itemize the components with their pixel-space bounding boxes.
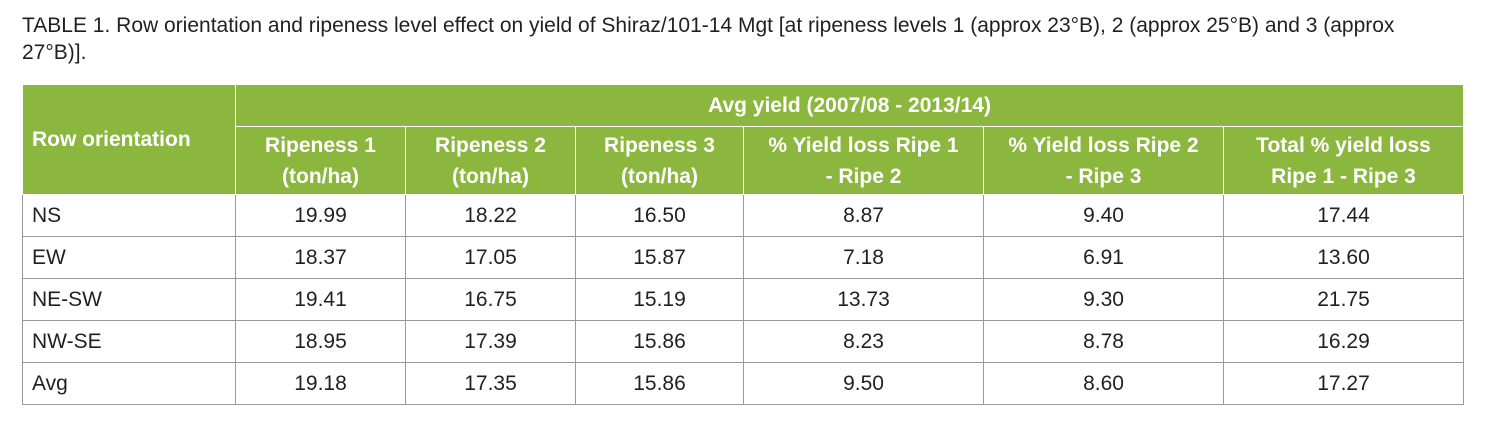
cell-total-yield-loss: 16.29 [1222, 320, 1465, 363]
column-header-line: (ton/ha) [621, 164, 698, 188]
cell-ripeness-2: 17.35 [405, 362, 576, 405]
cell-total-yield-loss: 13.60 [1222, 236, 1465, 279]
table-row-ew: EW 18.37 17.05 15.87 7.18 6.91 13.60 [22, 236, 1465, 279]
yield-table-container: Row orientation Avg yield (2007/08 - 201… [22, 84, 1465, 405]
column-header-line: (ton/ha) [452, 164, 529, 188]
column-header-line: Total % yield loss [1256, 133, 1431, 157]
cell-ripeness-2: 17.05 [405, 236, 576, 279]
row-label: NW-SE [22, 320, 236, 363]
table-row-ns: NS 19.99 18.22 16.50 8.87 9.40 17.44 [22, 194, 1465, 237]
cell-total-yield-loss: 17.27 [1222, 362, 1465, 405]
cell-yield-loss-2-3: 8.78 [983, 320, 1224, 363]
table-row-avg: Avg 19.18 17.35 15.86 9.50 8.60 17.27 [22, 362, 1465, 405]
cell-ripeness-1: 19.41 [235, 278, 406, 321]
column-header-ripeness-3: Ripeness 3 (ton/ha) [575, 126, 744, 195]
column-header-line: % Yield loss Ripe 1 [768, 133, 959, 157]
table-row-nw-se: NW-SE 18.95 17.39 15.86 8.23 8.78 16.29 [22, 320, 1465, 363]
cell-ripeness-3: 15.87 [575, 236, 744, 279]
column-header-line: - Ripe 3 [1065, 164, 1142, 188]
row-label: Avg [22, 362, 236, 405]
cell-ripeness-1: 18.95 [235, 320, 406, 363]
column-header-line: % Yield loss Ripe 2 [1008, 133, 1199, 157]
column-header-line: Ripeness 1 [265, 133, 376, 157]
row-orientation-header: Row orientation [22, 84, 236, 195]
table-caption: TABLE 1. Row orientation and ripeness le… [22, 14, 1395, 64]
cell-ripeness-3: 15.86 [575, 362, 744, 405]
cell-ripeness-2: 16.75 [405, 278, 576, 321]
header-row-columns: Ripeness 1 (ton/ha) Ripeness 2 (ton/ha) … [23, 126, 1465, 195]
yield-table: Row orientation Avg yield (2007/08 - 201… [22, 84, 1465, 405]
cell-yield-loss-2-3: 9.30 [983, 278, 1224, 321]
row-label: NS [22, 194, 236, 237]
cell-yield-loss-2-3: 6.91 [983, 236, 1224, 279]
column-header-line: Ripe 1 - Ripe 3 [1271, 164, 1416, 188]
column-header-yield-loss-1-2: % Yield loss Ripe 1 - Ripe 2 [743, 126, 984, 195]
row-label: EW [22, 236, 236, 279]
cell-total-yield-loss: 21.75 [1222, 278, 1465, 321]
column-header-ripeness-1: Ripeness 1 (ton/ha) [235, 126, 406, 195]
header-row-group: Row orientation Avg yield (2007/08 - 201… [22, 84, 1465, 195]
cell-total-yield-loss: 17.44 [1222, 194, 1465, 237]
cell-yield-loss-1-2: 7.18 [743, 236, 984, 279]
cell-ripeness-1: 18.37 [235, 236, 406, 279]
column-header-line: - Ripe 2 [825, 164, 902, 188]
cell-ripeness-2: 18.22 [405, 194, 576, 237]
column-header-total-yield-loss: Total % yield loss Ripe 1 - Ripe 3 [1222, 126, 1465, 195]
cell-yield-loss-2-3: 8.60 [983, 362, 1224, 405]
table-body: NS 19.99 18.22 16.50 8.87 9.40 17.44 EW … [22, 194, 1465, 405]
column-header-line: Ripeness 3 [604, 133, 715, 157]
column-header-line: (ton/ha) [282, 164, 359, 188]
table-row-ne-sw: NE-SW 19.41 16.75 15.19 13.73 9.30 21.75 [22, 278, 1465, 321]
cell-ripeness-3: 15.86 [575, 320, 744, 363]
column-header-yield-loss-2-3: % Yield loss Ripe 2 - Ripe 3 [983, 126, 1224, 195]
cell-yield-loss-1-2: 13.73 [743, 278, 984, 321]
cell-ripeness-1: 19.18 [235, 362, 406, 405]
table-header: Row orientation Avg yield (2007/08 - 201… [22, 84, 1465, 195]
cell-ripeness-2: 17.39 [405, 320, 576, 363]
cell-yield-loss-1-2: 8.87 [743, 194, 984, 237]
column-header-line: Ripeness 2 [435, 133, 546, 157]
cell-yield-loss-1-2: 9.50 [743, 362, 984, 405]
cell-yield-loss-2-3: 9.40 [983, 194, 1224, 237]
cell-ripeness-1: 19.99 [235, 194, 406, 237]
cell-ripeness-3: 15.19 [575, 278, 744, 321]
cell-yield-loss-1-2: 8.23 [743, 320, 984, 363]
cell-ripeness-3: 16.50 [575, 194, 744, 237]
column-header-ripeness-2: Ripeness 2 (ton/ha) [405, 126, 576, 195]
avg-yield-group-header: Avg yield (2007/08 - 2013/14) [234, 84, 1465, 127]
row-label: NE-SW [22, 278, 236, 321]
